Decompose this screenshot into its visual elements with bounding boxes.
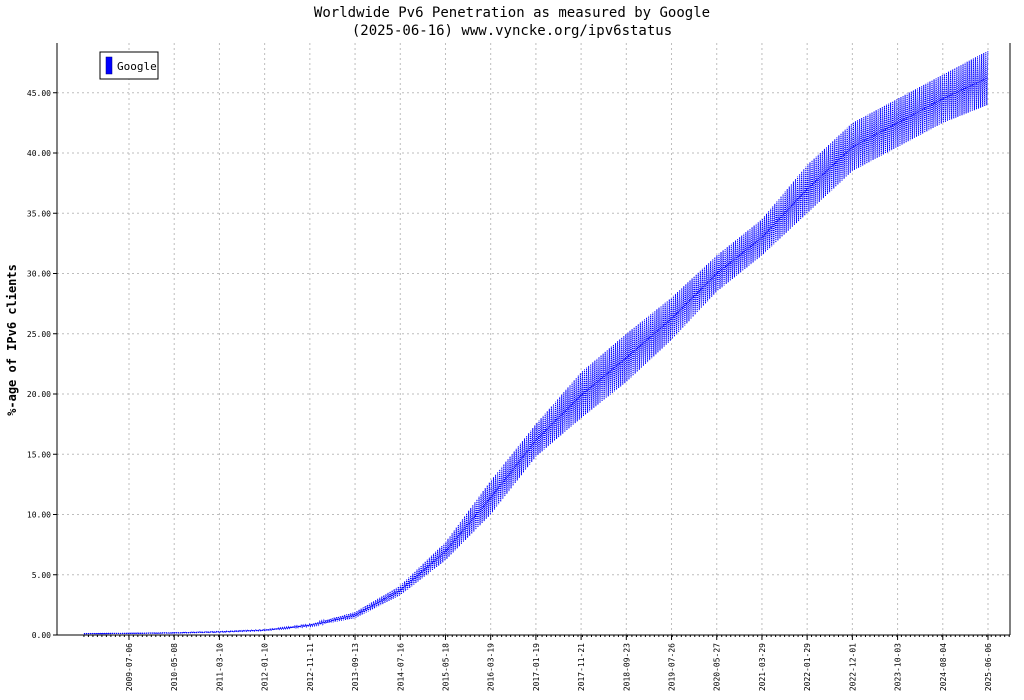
- x-tick-label: 2013-09-13: [351, 643, 360, 691]
- x-tick-label: 2022-01-29: [803, 643, 812, 691]
- y-tick-label: 30.00: [27, 270, 51, 279]
- y-tick-label: 5.00: [32, 571, 51, 580]
- x-tick-label: 2017-01-19: [532, 643, 541, 691]
- legend-label: Google: [117, 60, 157, 73]
- x-tick-label: 2010-05-08: [170, 643, 179, 691]
- x-ticks: 2009-07-06 2010-05-08 2011-03-10 2012-01-10…: [83, 635, 1010, 691]
- y-tick-label: 35.00: [27, 209, 51, 218]
- axes: [56, 43, 1011, 636]
- y-tick-label: 15.00: [27, 450, 51, 459]
- x-tick-label: 2025-06-06: [984, 643, 993, 691]
- y-tick-label: 10.00: [27, 511, 51, 520]
- x-tick-label: 2015-05-18: [441, 643, 450, 691]
- x-tick-label: 2012-11-11: [306, 643, 315, 691]
- y-tick-label: 20.00: [27, 390, 51, 399]
- y-axis-label: %-age of IPv6 clients: [5, 264, 19, 416]
- x-tick-label: 2014-07-16: [396, 643, 405, 691]
- x-tick-label: 2012-01-10: [261, 643, 270, 691]
- x-tick-label: 2016-03-19: [487, 643, 496, 691]
- y-tick-label: 0.00: [32, 631, 51, 640]
- x-tick-label: 2009-07-06: [125, 643, 134, 691]
- x-tick-label: 2023-10-03: [894, 643, 903, 691]
- legend[interactable]: Google: [99, 51, 159, 80]
- x-tick-label: 2022-12-01: [848, 643, 857, 691]
- y-tick-label: 45.00: [27, 89, 51, 98]
- chart-subtitle: (2025-06-16) www.vyncke.org/ipv6status: [351, 23, 673, 39]
- y-tick-label: 25.00: [27, 330, 51, 339]
- x-tick-label: 2020-05-27: [713, 643, 722, 691]
- x-tick-label: 2021-03-29: [758, 643, 767, 691]
- y-ticks: 0.00 5.00 10.00 15.00 20.00 25.00 30.00 35.00 40…: [27, 89, 57, 640]
- x-tick-label: 2024-08-04: [939, 643, 948, 691]
- x-tick-label: 2018-09-23: [622, 643, 631, 691]
- series-layer: [83, 50, 989, 635]
- x-tick-label: 2019-07-26: [668, 643, 677, 691]
- x-tick-label: 2017-11-21: [577, 643, 586, 691]
- y-tick-label: 40.00: [27, 149, 51, 158]
- chart-title: Worldwide Pv6 Penetration as measured by…: [313, 5, 711, 21]
- grid: [57, 43, 1010, 635]
- series-google-line: [83, 77, 989, 635]
- x-tick-label: 2011-03-10: [215, 643, 224, 691]
- legend-swatch: [105, 56, 113, 75]
